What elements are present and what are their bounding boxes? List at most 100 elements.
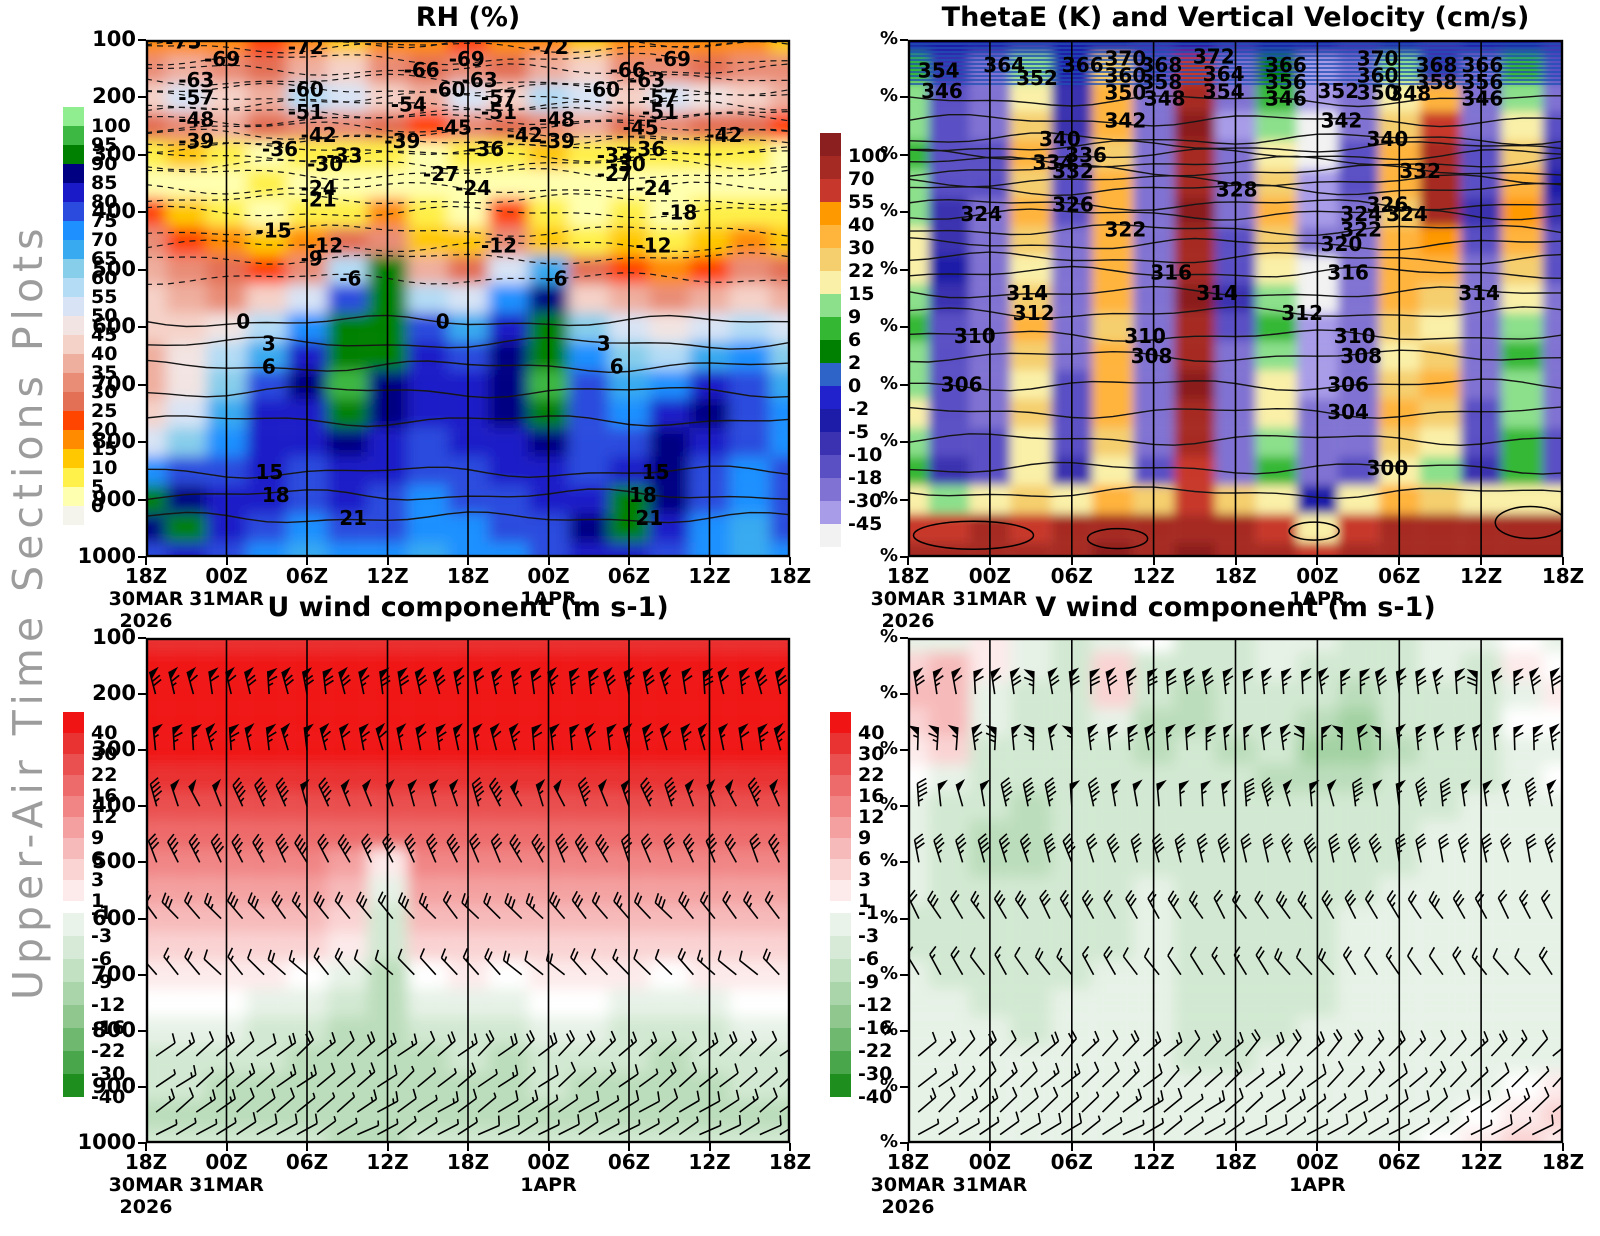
svg-text:21: 21: [635, 506, 663, 530]
colorbar-swatch: [63, 712, 84, 733]
x-tick-label: 06Z: [285, 1150, 329, 1174]
colorbar-swatch: [820, 432, 841, 455]
figure-sidebar-title: Upper-Air Time Sections Plots: [4, 222, 52, 1000]
y-tick-mark: [900, 211, 908, 214]
x-tick-mark: [225, 1143, 228, 1151]
x-tick-mark: [628, 1143, 630, 1151]
y-tick-label: 600: [92, 905, 136, 930]
colorbar-swatch: [63, 487, 84, 506]
svg-text:358: 358: [1141, 70, 1183, 94]
colorbar-label: 80: [91, 191, 118, 213]
y-tick-label: %: [879, 257, 898, 279]
colorbar-swatch: [63, 1028, 84, 1051]
y-tick-label: 800: [92, 429, 136, 454]
svg-text:320: 320: [1321, 232, 1363, 256]
svg-text:366: 366: [1462, 53, 1504, 77]
x-tick-mark: [988, 1143, 991, 1151]
y-tick-mark: [138, 211, 146, 214]
colorbar-label: 22: [91, 764, 118, 786]
svg-text:312: 312: [1281, 301, 1323, 325]
colorbar-swatch: [820, 455, 841, 478]
x-tick-label: 18Z: [886, 1150, 930, 1174]
svg-text:370: 370: [1357, 46, 1399, 70]
colorbar-swatch: [830, 775, 851, 796]
x-tick-label: 18Z: [1214, 564, 1257, 588]
x-tick-mark: [1070, 1143, 1073, 1151]
colorbar-swatch: [63, 1005, 84, 1028]
colorbar-label: 25: [91, 400, 118, 422]
colorbar-label: 90: [91, 153, 118, 175]
colorbar-label: 1: [858, 890, 872, 912]
y-tick-mark: [900, 637, 908, 639]
svg-text:-57: -57: [178, 85, 214, 109]
svg-text:15: 15: [642, 460, 670, 484]
colorbar-swatch: [820, 524, 841, 547]
colorbar-label: 70: [91, 229, 118, 251]
y-tick-mark: [138, 268, 146, 271]
svg-text:-42: -42: [301, 123, 337, 147]
colorbar-swatch: [63, 411, 84, 430]
x-tick-mark: [708, 557, 711, 565]
x-tick-label: 18Z: [1541, 564, 1585, 588]
svg-text:-69: -69: [655, 47, 691, 71]
x-date-label: 2026: [119, 610, 173, 632]
x-tick-label: 06Z: [607, 564, 651, 588]
x-tick-mark: [1562, 1143, 1564, 1151]
y-tick-label: 100: [92, 27, 136, 51]
colorbar-label: 3: [91, 869, 105, 891]
y-tick-mark: [900, 383, 908, 386]
svg-text:348: 348: [1144, 87, 1186, 111]
colorbar-swatch: [63, 959, 84, 982]
y-tick-mark: [900, 153, 908, 156]
colorbar-label: 15: [848, 283, 875, 305]
x-tick-mark: [1480, 1143, 1483, 1151]
x-tick-mark: [708, 1143, 711, 1151]
colorbar-swatch: [63, 145, 84, 164]
colorbar-swatch: [820, 340, 841, 363]
y-tick-mark: [900, 805, 908, 808]
colorbar-swatch: [63, 859, 84, 880]
colorbar-swatch: [63, 775, 84, 796]
y-tick-mark: [900, 556, 908, 558]
colorbar-swatch: [63, 1051, 84, 1074]
x-tick-mark: [547, 1143, 550, 1151]
svg-text:18: 18: [262, 483, 290, 507]
x-date-label: 30MAR: [870, 1174, 946, 1196]
colorbar-swatch: [830, 1005, 851, 1028]
x-tick-label: 06Z: [285, 564, 329, 588]
colorbar-label: 0: [91, 495, 105, 517]
rh-plot-svg: -75 -72 -72-69 -69 -69-66 -66-63 -63 -63-60 -60-…: [145, 39, 791, 558]
svg-text:314: 314: [1458, 281, 1500, 305]
svg-text:368: 368: [1141, 53, 1183, 77]
colorbar-swatch: [63, 354, 84, 373]
svg-text:-45: -45: [436, 115, 472, 139]
colorbar-label: 95: [91, 134, 118, 156]
svg-text:15: 15: [256, 460, 284, 484]
colorbar-swatch: [63, 126, 84, 145]
colorbar-label: -1: [91, 902, 113, 924]
rh-title: RH (%): [415, 2, 521, 33]
colorbar-swatch: [820, 363, 841, 386]
y-tick-label: 300: [92, 737, 136, 762]
colorbar-label: 9: [858, 827, 872, 849]
svg-text:-39: -39: [539, 129, 575, 153]
svg-text:352: 352: [1317, 79, 1359, 103]
colorbar-label: 45: [91, 324, 118, 346]
colorbar-label: -30: [848, 490, 883, 512]
svg-text:-12: -12: [307, 234, 343, 258]
svg-text:336: 336: [1065, 143, 1107, 167]
y-tick-mark: [138, 693, 146, 696]
x-date-label: 2026: [119, 1196, 173, 1218]
colorbar-swatch: [63, 164, 84, 183]
colorbar-swatch: [63, 506, 84, 525]
x-tick-mark: [1562, 557, 1564, 565]
svg-text:-12: -12: [635, 234, 671, 258]
x-tick-label: 06Z: [1050, 564, 1093, 588]
svg-text:368: 368: [1416, 53, 1458, 77]
colorbar-swatch: [820, 317, 841, 340]
svg-text:350: 350: [1105, 81, 1147, 105]
svg-text:-63: -63: [178, 68, 214, 92]
svg-text:324: 324: [960, 202, 1002, 226]
x-tick-label: 18Z: [768, 1150, 812, 1174]
